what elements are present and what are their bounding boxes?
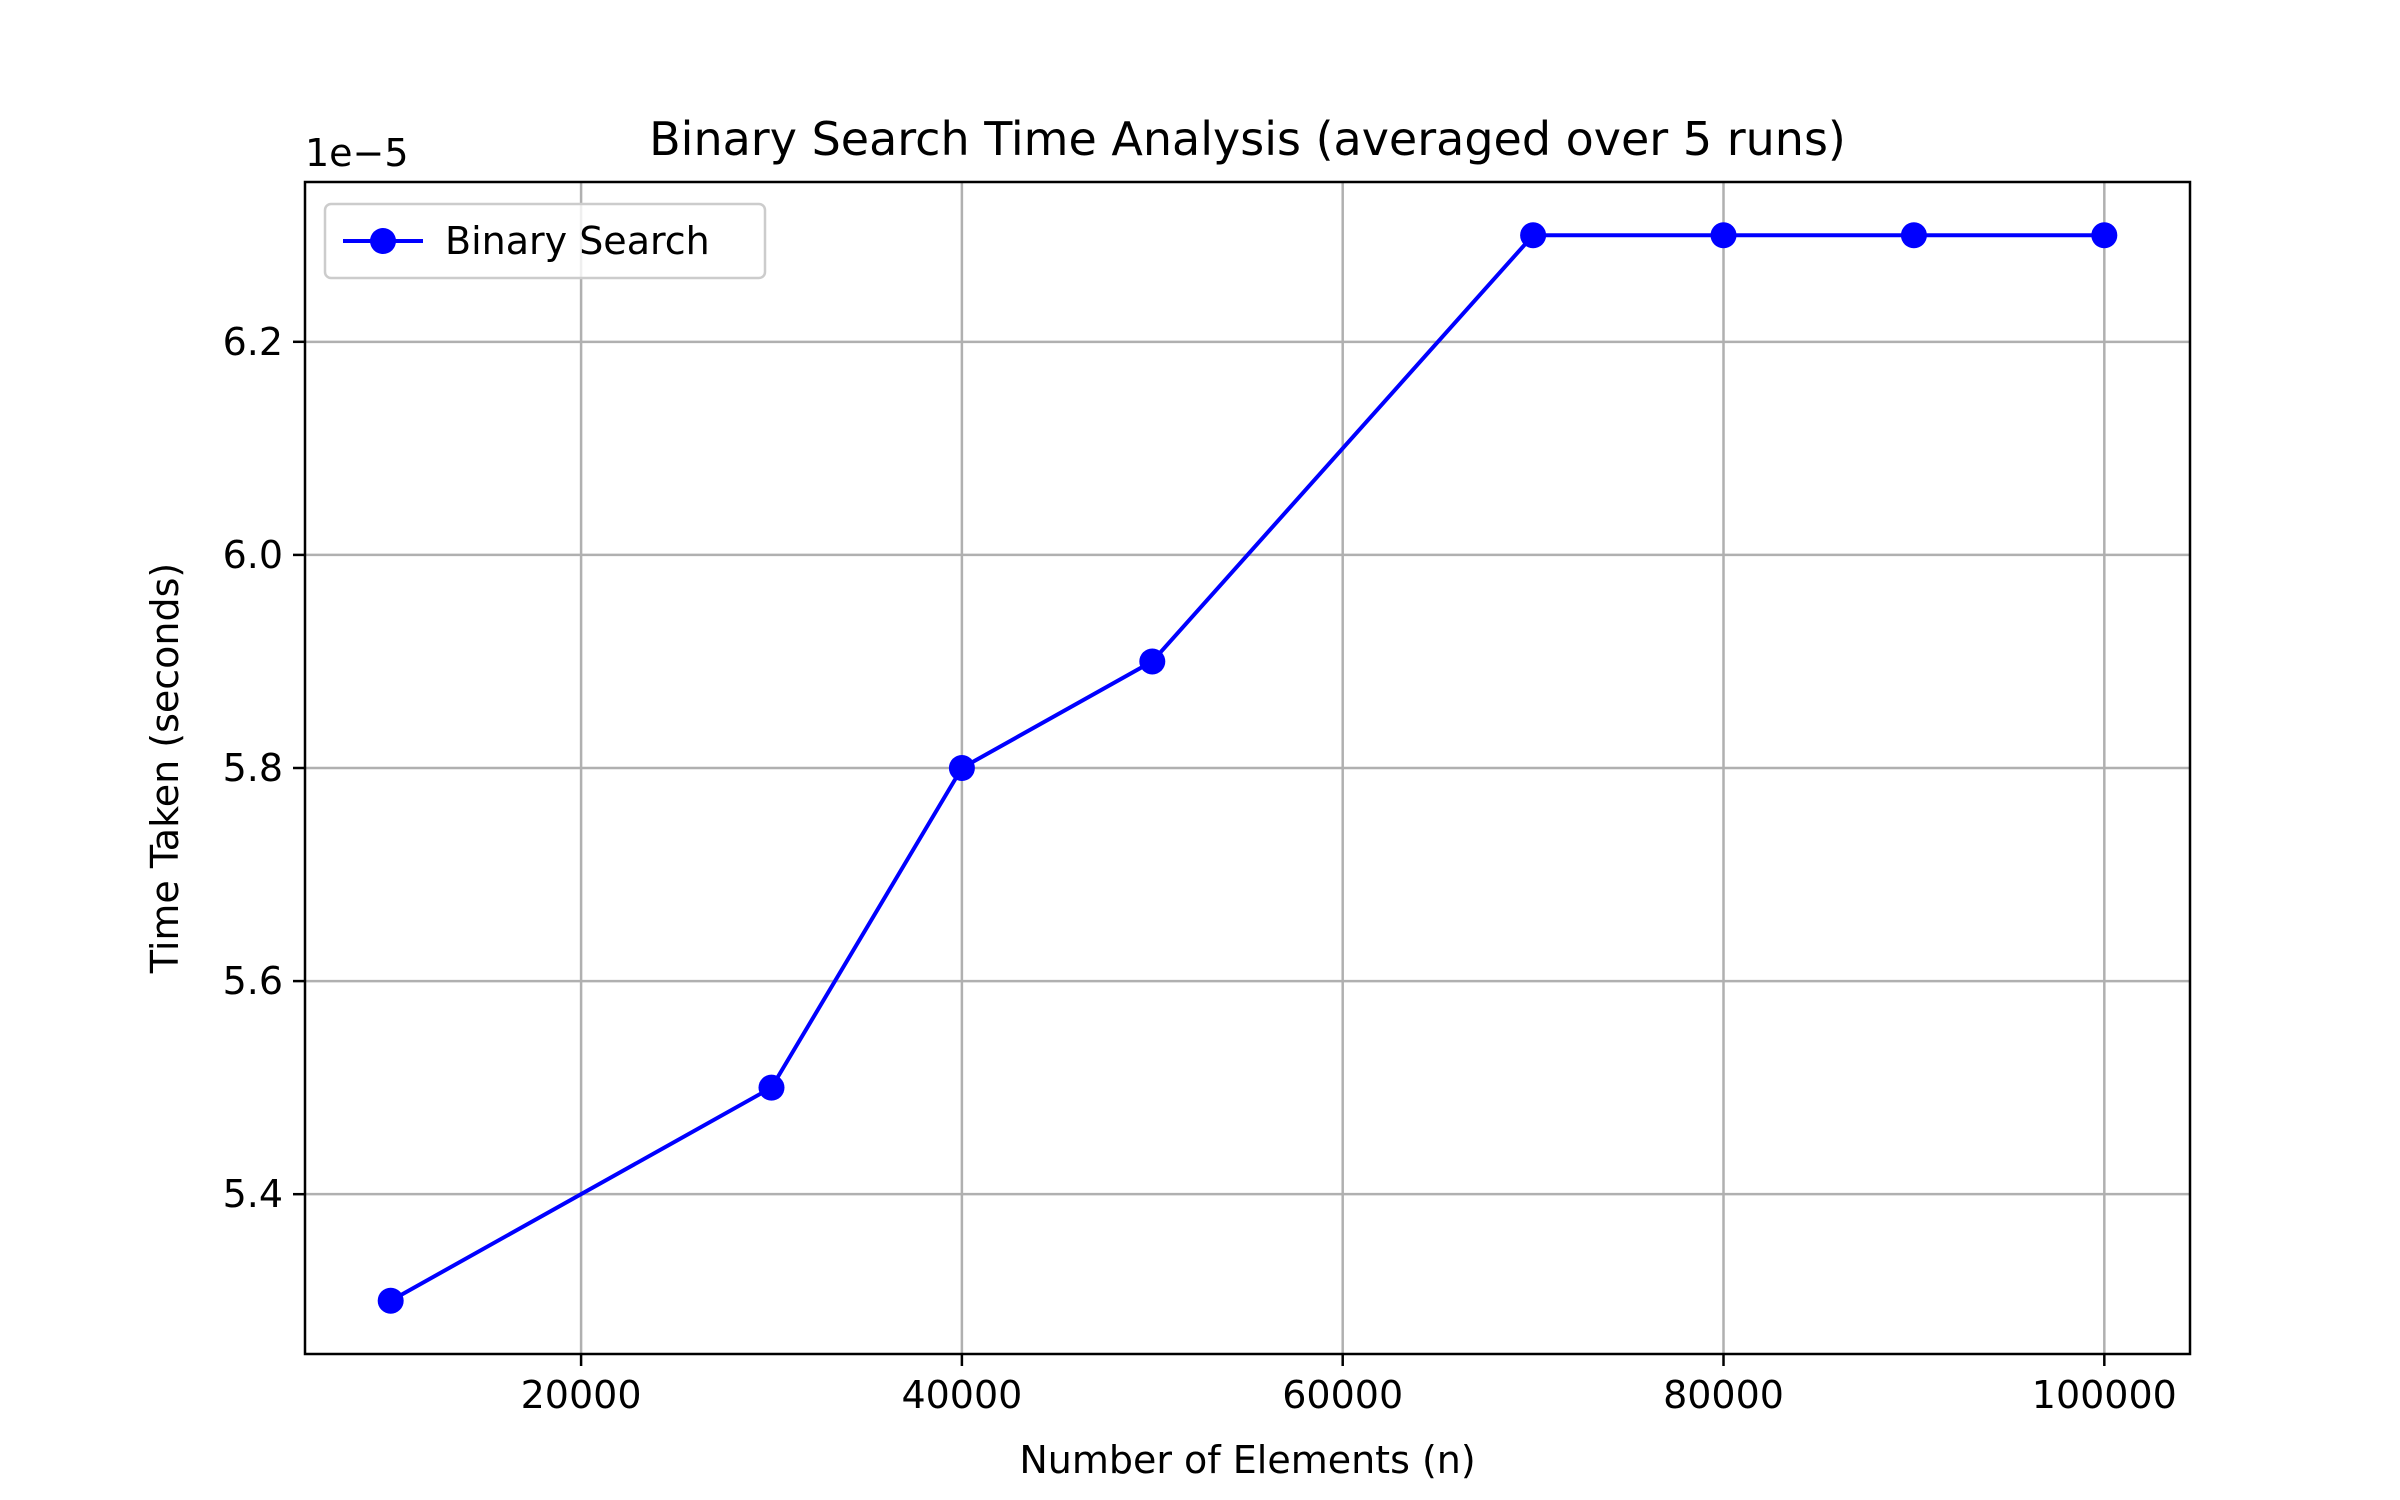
data-point (1900, 222, 1927, 249)
legend: Binary Search (323, 202, 767, 280)
data-point (2091, 222, 2118, 249)
y-axis-label: Time Taken (seconds) (143, 563, 187, 974)
y-tick-label: 5.4 (223, 1172, 283, 1216)
y-axis-offset-text: 1e−5 (305, 131, 409, 175)
series-layer (377, 222, 2118, 1314)
x-tick-label: 80000 (1663, 1373, 1784, 1417)
data-point (1710, 222, 1737, 249)
y-tick-label: 6.2 (223, 320, 283, 364)
legend-box (323, 202, 767, 280)
x-tick-label: 20000 (521, 1373, 642, 1417)
y-tick-label: 5.8 (223, 746, 283, 790)
x-tick-label: 60000 (1282, 1373, 1403, 1417)
data-point (1520, 222, 1547, 249)
chart-title: Binary Search Time Analysis (averaged ov… (649, 112, 1846, 166)
data-point (377, 1287, 404, 1314)
y-tick-label: 5.6 (223, 959, 283, 1003)
y-tick-label: 6.0 (223, 533, 283, 577)
data-point (758, 1074, 785, 1101)
legend-label: Binary Search (445, 219, 710, 263)
x-tick-label: 40000 (901, 1373, 1022, 1417)
x-axis-label: Number of Elements (n) (1019, 1438, 1475, 1482)
data-point (1139, 648, 1166, 675)
series-line (389, 233, 2105, 1303)
axis-ticks: 20000 40000 60000 80000 100000 5.4 5.6 5.8 6.0 6.… (223, 320, 2177, 1417)
x-tick-label: 100000 (2032, 1373, 2177, 1417)
legend-marker-swatch (370, 228, 396, 254)
data-point (948, 755, 975, 781)
